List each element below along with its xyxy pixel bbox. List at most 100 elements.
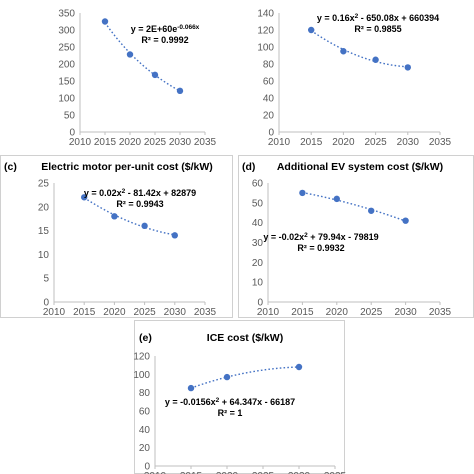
- y-tick-label: 200: [58, 60, 75, 71]
- trendline-equation: y = -0.0156x2 + 64.347x - 66187: [165, 397, 295, 408]
- data-point: [111, 213, 118, 220]
- data-point: [402, 217, 409, 224]
- y-tick-label: 40: [263, 94, 275, 105]
- data-point: [187, 384, 195, 392]
- x-tick-label: 2025: [360, 307, 383, 318]
- y-tick-label: 5: [43, 274, 49, 285]
- y-tick-label: 0: [257, 298, 263, 309]
- y-tick-label: 60: [252, 179, 264, 190]
- data-point: [223, 373, 231, 381]
- y-tick-label: 80: [139, 388, 151, 399]
- data-point: [126, 51, 134, 58]
- panel-label: (d): [242, 161, 255, 173]
- y-tick-label: 40: [252, 218, 264, 229]
- x-tick-label: 2025: [364, 137, 387, 148]
- y-tick-label: 20: [139, 443, 151, 454]
- chart-panel-2: 0 20 40 60 80 100 120 140 2010 2015 2020 2025 2030 20…: [257, 9, 451, 149]
- x-tick-label: 2030: [397, 137, 420, 148]
- x-tick-label: 2020: [216, 471, 239, 474]
- y-tick-label: 20: [38, 202, 50, 213]
- y-tick-label: 100: [58, 94, 75, 105]
- y-tick-label: 100: [133, 370, 150, 381]
- y-tick-label: 40: [139, 425, 151, 436]
- r-squared-label: R² = 0.9855: [354, 24, 401, 34]
- r-squared-label: R² = 0.9932: [297, 243, 344, 253]
- data-point: [295, 363, 303, 371]
- x-tick-label: 2020: [119, 137, 142, 148]
- x-tick-label: 2025: [144, 137, 167, 148]
- trendline-equation: y = -0.02x2 + 79.94x - 79819: [263, 232, 378, 243]
- data-point: [372, 56, 379, 63]
- y-tick-label: 20: [252, 258, 264, 269]
- y-tick-label: 120: [133, 352, 150, 363]
- x-tick-label: 2015: [94, 137, 117, 148]
- data-point: [368, 207, 375, 214]
- y-tick-label: 20: [263, 111, 275, 122]
- data-point: [141, 222, 148, 230]
- y-tick-label: 0: [43, 298, 49, 309]
- x-tick-label: 2020: [326, 307, 349, 318]
- r-squared-label: R² = 0.9992: [141, 35, 188, 45]
- trendline: [190, 366, 300, 389]
- x-tick-label: 2025: [133, 307, 156, 318]
- y-tick-label: 15: [38, 226, 50, 237]
- x-tick-label: 2035: [429, 307, 452, 318]
- r-squared-label: R² = 0.9943: [116, 199, 163, 209]
- trendline: [310, 30, 408, 68]
- y-tick-label: 10: [252, 278, 264, 289]
- y-tick-label: 0: [268, 128, 274, 139]
- chart-panel-5: 0 20 40 60 80 100 120 2010 2015 2020 2025 2030 2035 I…: [133, 320, 347, 474]
- y-tick-label: 120: [257, 26, 274, 37]
- y-tick-label: 0: [69, 128, 75, 139]
- data-point: [308, 26, 315, 34]
- data-point: [101, 18, 109, 25]
- x-tick-label: 2030: [288, 471, 311, 474]
- data-point: [151, 71, 159, 79]
- trendline-equation: y = 0.16x2 - 650.08x + 660394: [317, 13, 439, 24]
- x-tick-label: 2020: [103, 307, 126, 318]
- y-tick-label: 140: [257, 9, 274, 20]
- trendline-equation: y = 2E+60e-0.066x: [131, 24, 200, 35]
- chart-title: ICE cost ($/kW): [207, 332, 283, 344]
- x-tick-label: 2035: [324, 471, 347, 474]
- x-tick-label: 2010: [43, 307, 66, 318]
- y-tick-label: 10: [38, 250, 50, 261]
- trendline-equation: y = 0.02x2 - 81.42x + 82879: [84, 188, 196, 199]
- data-point: [299, 189, 306, 197]
- chart-border: [0, 155, 233, 318]
- y-tick-label: 60: [139, 407, 151, 418]
- trendline: [302, 191, 406, 222]
- x-tick-label: 2035: [429, 137, 452, 148]
- x-tick-label: 2020: [332, 137, 355, 148]
- chart-title: Additional EV system cost ($/kW): [277, 161, 443, 173]
- x-tick-label: 2030: [169, 137, 192, 148]
- x-tick-label: 2015: [180, 471, 203, 474]
- y-tick-label: 150: [58, 77, 75, 88]
- x-tick-label: 2010: [69, 137, 92, 148]
- y-tick-label: 300: [58, 26, 75, 37]
- y-tick-label: 30: [252, 238, 264, 249]
- y-tick-label: 100: [257, 43, 274, 54]
- x-tick-label: 2035: [194, 307, 217, 318]
- x-tick-label: 2035: [194, 137, 217, 148]
- x-tick-label: 2010: [144, 471, 167, 474]
- y-tick-label: 60: [263, 77, 275, 88]
- r-squared-label: R² = 1: [218, 408, 243, 418]
- x-tick-label: 2025: [252, 471, 275, 474]
- panel-label: (e): [139, 332, 152, 344]
- y-tick-label: 0: [144, 462, 150, 473]
- data-point: [81, 194, 88, 201]
- data-point: [404, 64, 411, 71]
- data-point: [333, 195, 340, 203]
- trendline: [104, 22, 181, 92]
- x-tick-label: 2030: [394, 307, 417, 318]
- x-tick-label: 2015: [73, 307, 96, 318]
- y-tick-label: 350: [58, 9, 75, 20]
- chart-title: Electric motor per-unit cost ($/kW): [41, 161, 213, 173]
- x-tick-label: 2010: [268, 137, 291, 148]
- y-tick-label: 50: [64, 111, 76, 122]
